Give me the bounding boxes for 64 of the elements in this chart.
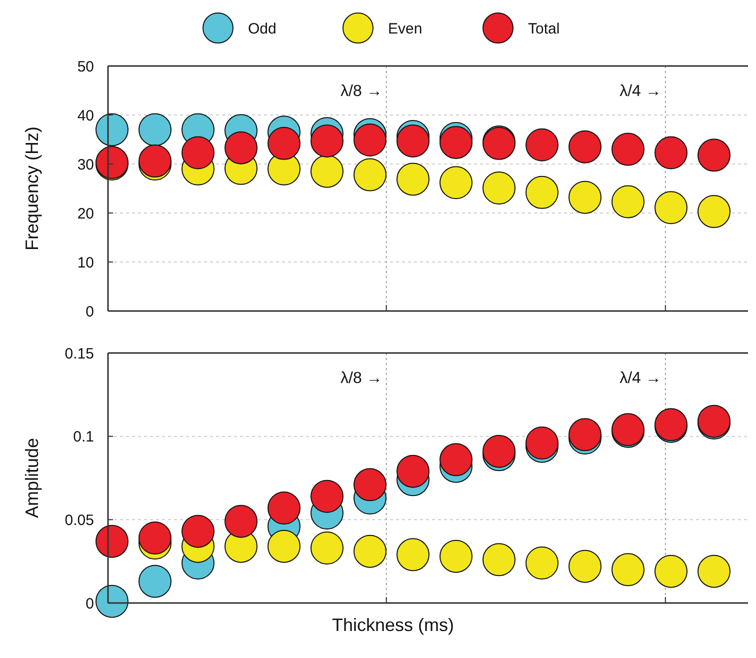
point [440, 443, 472, 476]
y-axis-title: Frequency (Hz) [22, 126, 42, 251]
point [526, 128, 558, 162]
point [354, 123, 386, 156]
y-axis-title: Amplitude [22, 438, 42, 518]
point [612, 132, 644, 166]
point [568, 130, 602, 164]
point [310, 532, 344, 564]
point [654, 554, 688, 588]
point [310, 124, 344, 158]
y-tick-label: 50 [77, 58, 94, 76]
point [568, 180, 602, 214]
point [354, 534, 386, 568]
x-axis-title: Thickness (ms) [332, 615, 454, 635]
y-tick-label: 0 [86, 303, 94, 320]
annotation: λ/4 → [620, 370, 662, 387]
point [224, 504, 258, 538]
point [310, 480, 344, 513]
point [268, 126, 300, 160]
y-tick-label: 20 [77, 205, 94, 222]
point [612, 185, 644, 218]
point [310, 154, 344, 188]
legend-label: Odd [248, 20, 276, 38]
point [396, 454, 430, 488]
point [698, 195, 730, 228]
point [482, 172, 516, 205]
point [698, 138, 730, 172]
y-tick-label: 10 [77, 254, 94, 272]
point [96, 113, 128, 146]
point [182, 514, 214, 548]
point [482, 543, 516, 576]
annotation: λ/8 → [340, 370, 382, 387]
point [138, 113, 172, 146]
y-tick-label: 40 [77, 107, 94, 124]
point [698, 554, 730, 588]
point [396, 538, 430, 572]
y-tick-label: 0.1 [73, 428, 94, 446]
point [654, 191, 688, 224]
point [96, 584, 128, 618]
point [224, 131, 258, 164]
point [568, 550, 602, 583]
point [182, 136, 214, 170]
legend-label: Even [388, 20, 422, 38]
point [526, 546, 558, 580]
y-tick-label: 0.15 [64, 345, 94, 362]
point [268, 530, 300, 563]
annotation: λ/8 → [340, 83, 382, 100]
legend-label: Total [528, 20, 560, 38]
point [440, 540, 472, 573]
point [654, 136, 688, 170]
point [268, 492, 300, 524]
point [440, 166, 472, 200]
point [354, 158, 386, 192]
point [526, 176, 558, 209]
point [138, 564, 172, 598]
y-tick-label: 30 [77, 156, 94, 174]
point [396, 162, 430, 196]
point [612, 553, 644, 586]
point [138, 522, 172, 554]
point [96, 524, 128, 558]
y-tick-label: 0.05 [64, 512, 94, 529]
y-tick-label: 0 [86, 595, 94, 612]
point [354, 468, 386, 502]
annotation: λ/4 → [620, 83, 662, 100]
